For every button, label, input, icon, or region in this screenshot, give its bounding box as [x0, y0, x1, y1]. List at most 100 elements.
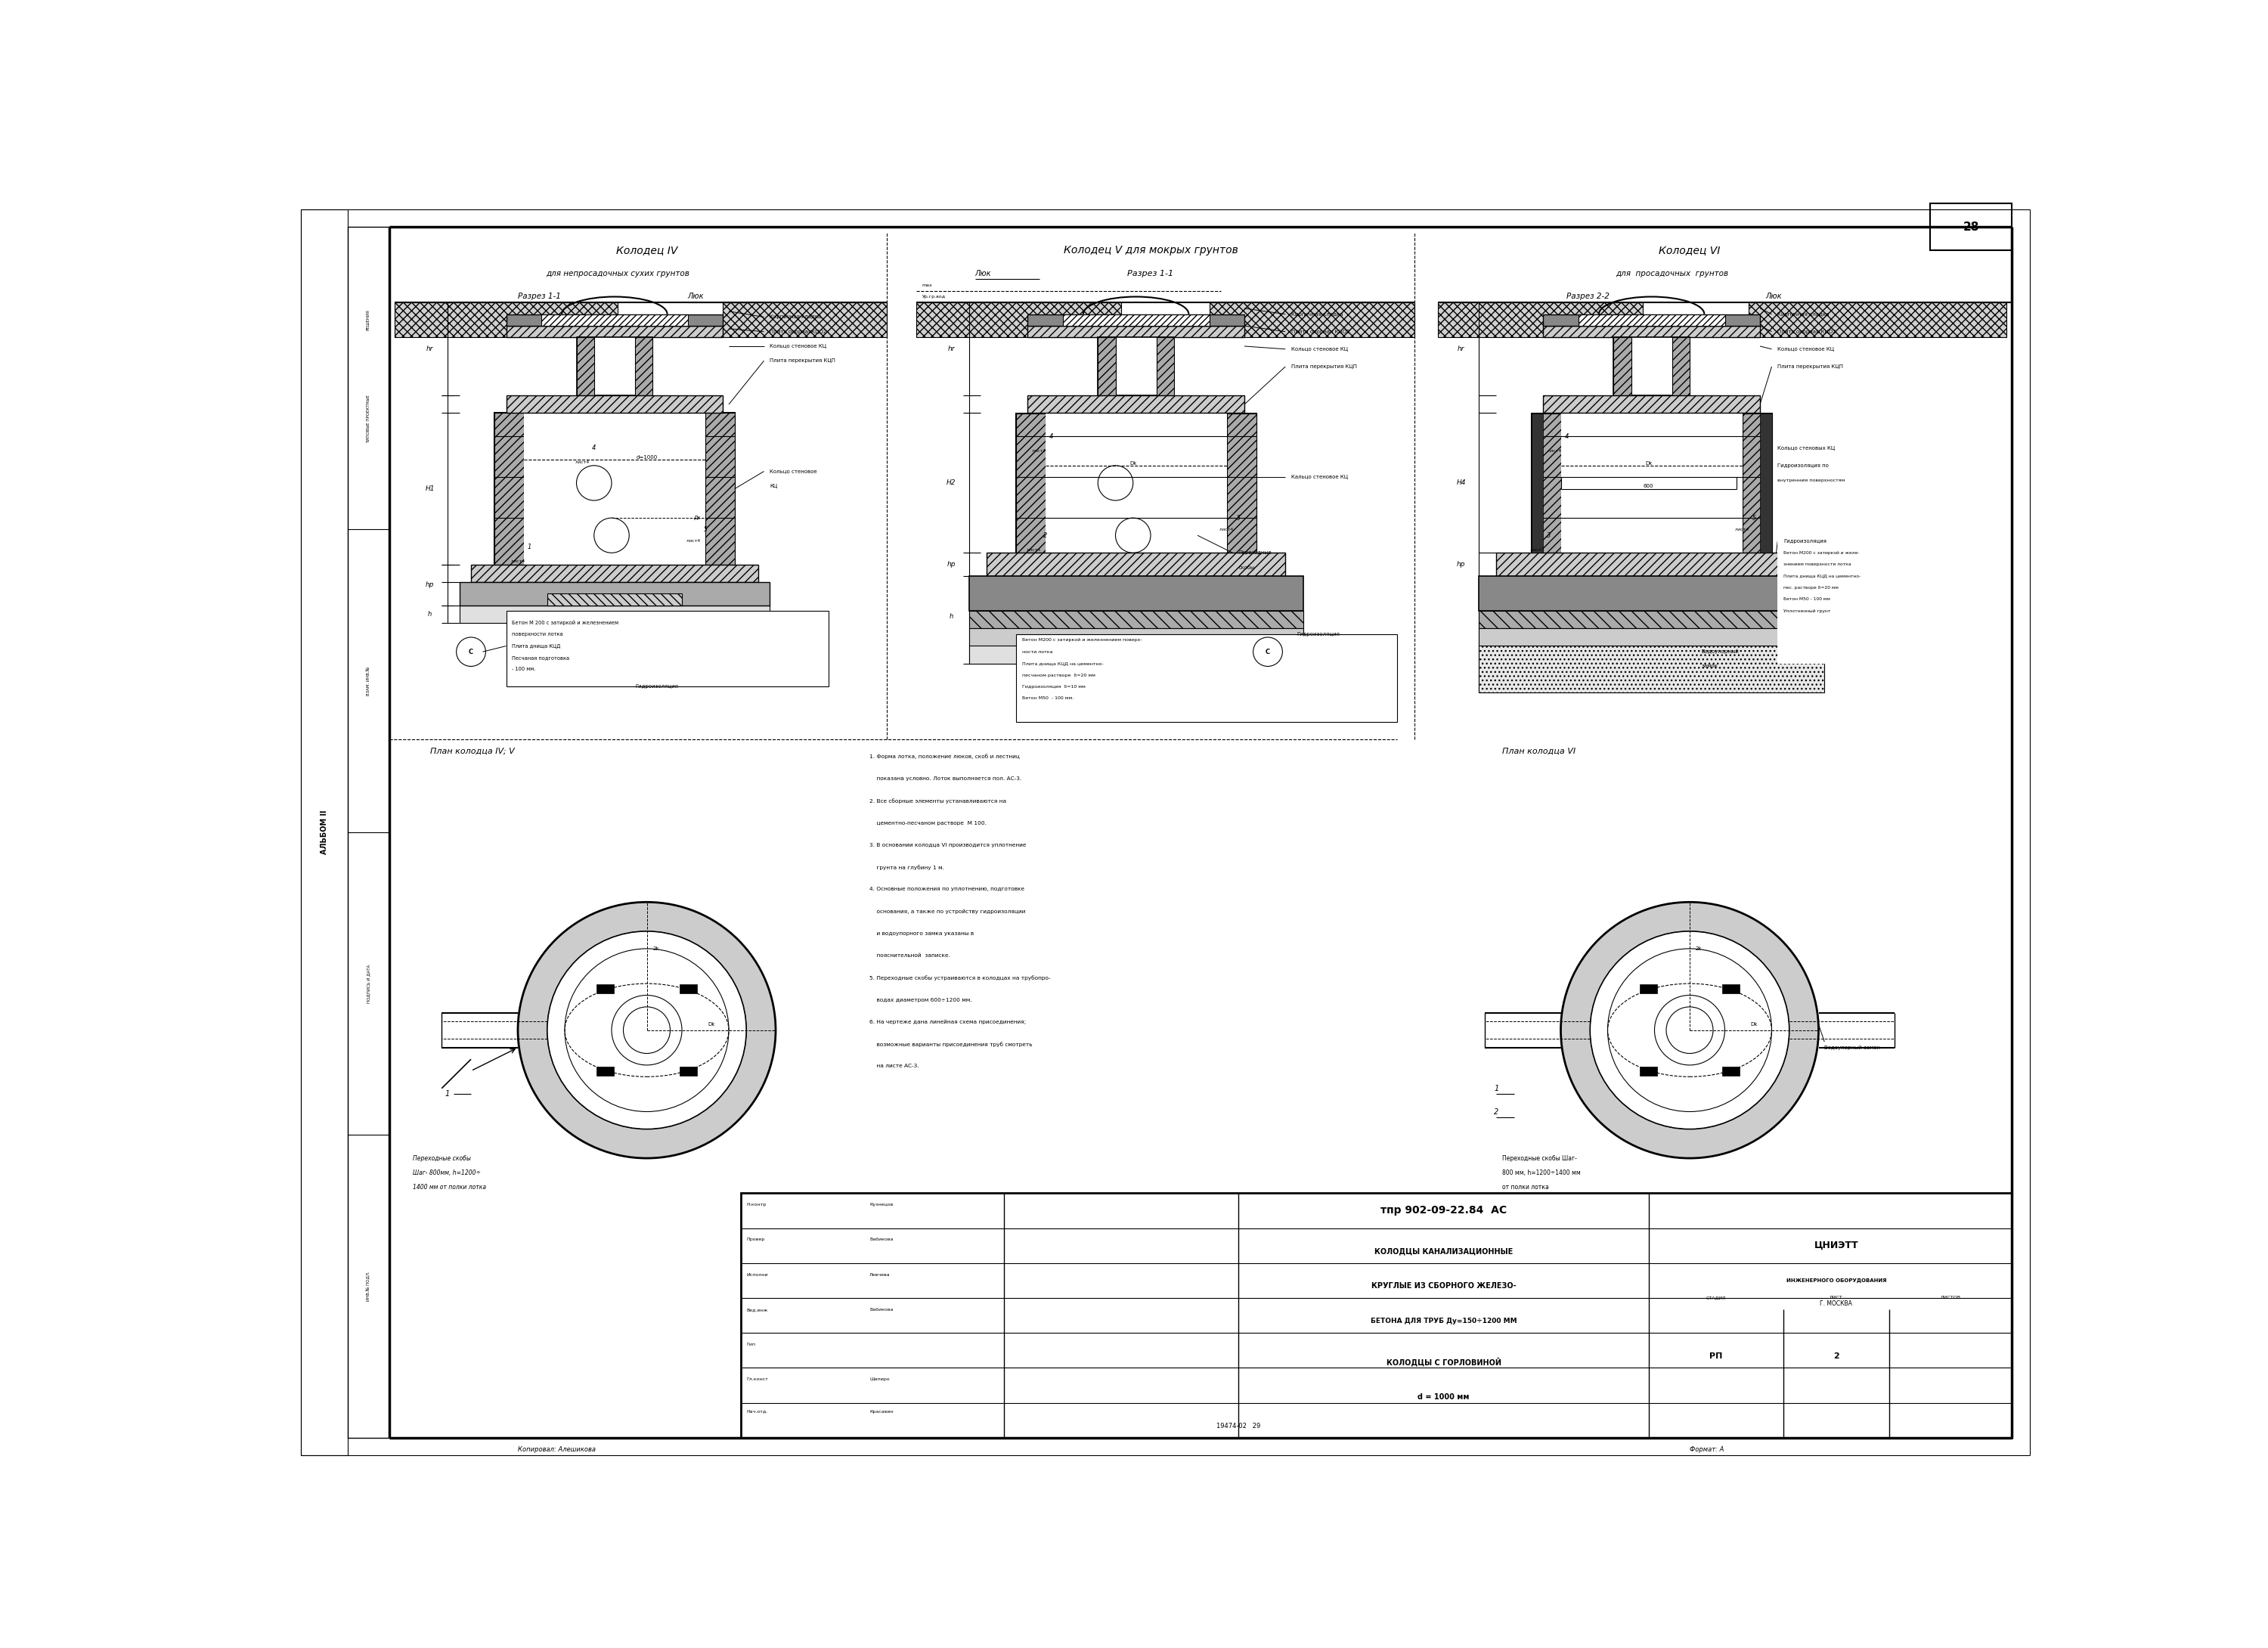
Text: скобы: скобы	[1238, 565, 1254, 570]
Text: 5. Переходные скобы устраиваются в колодцах на трубопро-: 5. Переходные скобы устраиваются в колод…	[869, 976, 1050, 981]
Text: 4. Основные положения по уплотнению, подготовке: 4. Основные положения по уплотнению, под…	[869, 887, 1025, 892]
Text: max: max	[923, 283, 932, 287]
Text: лист3: лист3	[1531, 549, 1545, 552]
Text: лист4: лист4	[1025, 549, 1041, 552]
Bar	[1613, 338, 1690, 396]
Text: h: h	[950, 613, 953, 620]
Text: тпр 902-09-22.84  АС: тпр 902-09-22.84 АС	[1381, 1205, 1506, 1216]
Text: Плита днища КЦД на цементно-: Плита днища КЦД на цементно-	[1021, 661, 1102, 666]
Text: 4: 4	[592, 445, 596, 452]
Bar	[680, 984, 696, 994]
Bar	[1640, 984, 1658, 994]
Text: Гидроизоляция по: Гидроизоляция по	[1778, 463, 1828, 468]
Bar	[1016, 414, 1046, 552]
Bar	[1064, 315, 1209, 326]
Text: водах диаметром 600÷1200 мм.: водах диаметром 600÷1200 мм.	[869, 997, 973, 1002]
Text: Плита днища КЦД: Плита днища КЦД	[513, 644, 560, 648]
Text: Переходные скобы Шаг-: Переходные скобы Шаг-	[1501, 1155, 1576, 1162]
Bar	[1542, 326, 1760, 338]
Text: Левчева: Левчева	[869, 1272, 891, 1277]
Text: 2. Все сборные элементы устанавливаются на: 2. Все сборные элементы устанавливаются …	[869, 798, 1007, 803]
Text: Кольцо стеновое: Кольцо стеновое	[769, 470, 816, 473]
Text: ТИПОВЫЕ ПРОЕКТНЫЕ: ТИПОВЫЕ ПРОЕКТНЫЕ	[367, 396, 370, 443]
Bar	[1560, 414, 1742, 552]
Bar	[524, 414, 705, 565]
Text: hr: hr	[1458, 346, 1465, 353]
Bar	[1542, 396, 1760, 414]
Text: Dk: Dk	[1751, 1022, 1758, 1027]
Text: Плита перекрытия КЦП: Плита перекрытия КЦП	[769, 358, 835, 363]
Text: лист4: лист4	[1032, 448, 1046, 453]
Text: цементно-песчаном растворе  М 100.: цементно-песчаном растворе М 100.	[869, 821, 987, 826]
Text: 2: 2	[1495, 1107, 1499, 1116]
Text: - 100 мм.: - 100 мм.	[513, 667, 535, 671]
Text: КОЛОДЦЫ С ГОРЛОВИНОЙ: КОЛОДЦЫ С ГОРЛОВИНОЙ	[1386, 1358, 1501, 1366]
Text: КРУГЛЫЕ ИЗ СБОРНОГО ЖЕЛЕЗО-: КРУГЛЫЕ ИЗ СБОРНОГО ЖЕЛЕЗО-	[1372, 1282, 1515, 1290]
Bar	[1497, 552, 1808, 577]
Text: 1400 мм от полки лотка: 1400 мм от полки лотка	[413, 1183, 485, 1192]
Text: СТАДИЯ: СТАДИЯ	[1706, 1295, 1726, 1300]
Bar	[1579, 315, 1724, 326]
Bar	[458, 605, 769, 623]
Text: Переходные: Переходные	[1238, 550, 1272, 555]
Bar	[1479, 628, 1823, 646]
Text: Шаг- 800мм, h=1200÷: Шаг- 800мм, h=1200÷	[413, 1170, 481, 1177]
Bar	[1721, 984, 1740, 994]
Text: 4: 4	[1565, 433, 1569, 440]
Text: Люк: Люк	[975, 270, 991, 277]
Bar	[916, 303, 1120, 338]
Text: замок: замок	[1701, 664, 1717, 669]
Text: hp: hp	[948, 560, 955, 569]
Bar	[1027, 396, 1245, 414]
Bar	[1531, 414, 1560, 552]
Text: пояснительной  записке.: пояснительной записке.	[869, 954, 950, 957]
Bar	[506, 326, 723, 338]
Bar	[1778, 536, 2000, 664]
Bar	[680, 1066, 696, 1076]
Text: Нач.отд.: Нач.отд.	[746, 1409, 767, 1414]
Text: Исполни: Исполни	[746, 1272, 769, 1277]
Text: 2k: 2k	[1696, 946, 1701, 951]
Text: Плита опорная КЦО2: Плита опорная КЦО2	[1778, 330, 1837, 335]
Text: Кирпичная кладка: Кирпичная кладка	[769, 315, 821, 320]
Text: РП: РП	[1710, 1353, 1724, 1360]
Text: Колодец V для мокрых грунтов: Колодец V для мокрых грунтов	[1064, 246, 1238, 255]
Text: 600: 600	[1644, 483, 1653, 488]
Text: Плита опорнаяКЦО2: Плита опорнаяКЦО2	[769, 330, 826, 335]
Text: БЕТОНА ДЛЯ ТРУБ Ду=150÷1200 ММ: БЕТОНА ДЛЯ ТРУБ Ду=150÷1200 ММ	[1370, 1318, 1517, 1325]
Text: Уплотненный грунт: Уплотненный грунт	[1783, 610, 1830, 613]
Text: 5: 5	[1236, 514, 1241, 521]
Text: H4: H4	[1456, 480, 1465, 486]
Bar	[1438, 303, 1642, 338]
Text: hp: hp	[426, 582, 435, 588]
Text: 3. В основании колодца VI производится уплотнение: 3. В основании колодца VI производится у…	[869, 842, 1025, 847]
Bar	[1046, 414, 1227, 552]
Text: 2: 2	[1043, 532, 1048, 539]
Text: Копировал: Алешикова: Копировал: Алешикова	[517, 1445, 596, 1452]
Text: Гидроизоляция: Гидроизоляция	[635, 684, 678, 689]
Bar	[472, 565, 758, 582]
Text: Г. МОСКВА: Г. МОСКВА	[1819, 1300, 1853, 1307]
Bar	[635, 338, 653, 396]
Bar	[1209, 303, 1415, 338]
Bar	[1531, 414, 1771, 552]
Text: Разрез 1-1: Разрез 1-1	[1127, 270, 1175, 277]
Text: КЦ: КЦ	[769, 483, 778, 488]
Text: h: h	[429, 610, 431, 618]
Text: 28: 28	[1962, 221, 1980, 232]
Text: АЛЬБОМ II: АЛЬБОМ II	[320, 811, 329, 854]
Bar	[968, 628, 1302, 646]
Text: H2: H2	[946, 480, 957, 486]
Bar	[1742, 414, 1771, 552]
Text: грунта на глубину 1 м.: грунта на глубину 1 м.	[869, 865, 943, 870]
Text: Dk: Dk	[1644, 461, 1651, 465]
Bar	[347, 227, 390, 1437]
Bar	[395, 303, 617, 338]
Bar	[302, 209, 347, 1455]
Text: 4: 4	[1050, 433, 1052, 440]
Text: Бабикова: Бабикова	[869, 1307, 894, 1312]
Text: Dk: Dk	[1129, 461, 1136, 465]
Bar	[1531, 414, 1542, 552]
Text: Переходные скобы: Переходные скобы	[413, 1155, 469, 1162]
Bar	[494, 414, 735, 565]
